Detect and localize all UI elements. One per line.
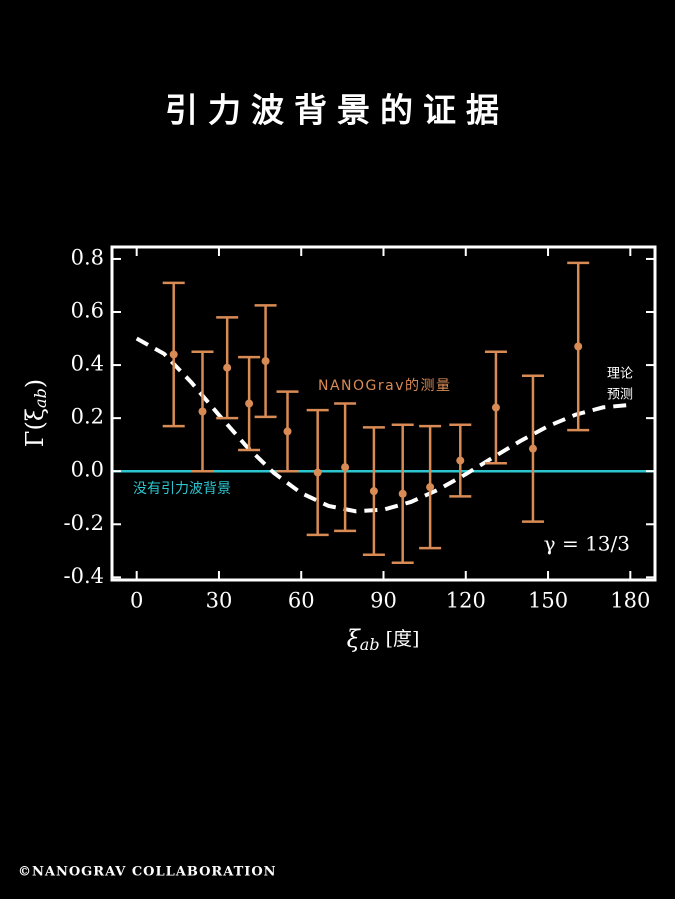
data-point	[223, 363, 232, 372]
y-tick-label: 0.2	[71, 405, 104, 429]
y-axis-label: Γ(ξab)	[21, 379, 50, 447]
data-point	[245, 399, 254, 408]
page-title: 引力波背景的证据	[165, 91, 509, 130]
data-point	[491, 403, 500, 412]
data-point	[398, 489, 407, 498]
y-tick-label: -0.4	[64, 564, 105, 588]
x-tick-label: 120	[446, 589, 486, 613]
theory-label: 预测	[607, 388, 633, 403]
theory-label: 理论	[607, 367, 633, 382]
y-tick-label: -0.2	[64, 511, 105, 535]
data-point	[261, 357, 270, 366]
x-tick-label: 60	[288, 589, 315, 613]
x-tick-label: 150	[528, 589, 568, 613]
data-point	[574, 342, 583, 351]
y-tick-label: 0.4	[71, 352, 104, 376]
data-point	[313, 468, 322, 477]
data-point	[169, 350, 178, 359]
data-point	[283, 427, 292, 436]
x-label-part: [度]	[380, 628, 420, 650]
x-label-sub: ab	[360, 635, 380, 654]
y-label-sub: ab	[31, 388, 50, 408]
y-tick-label: 0.8	[71, 245, 104, 269]
data-point	[426, 483, 435, 492]
data-point	[369, 487, 378, 496]
x-axis-label: ξab [度]	[347, 625, 420, 654]
y-tick-label: 0.0	[71, 458, 104, 482]
data-point	[528, 444, 537, 453]
theory-curve	[135, 336, 631, 514]
x-tick-label: 0	[130, 589, 143, 613]
annotation: γ = 13/3	[544, 532, 630, 556]
x-tick-label: 30	[206, 589, 233, 613]
data-point	[456, 456, 465, 465]
data-point	[341, 463, 350, 472]
series-label: NANOGrav的测量	[318, 378, 452, 394]
reference-label: 没有引力波背景	[133, 481, 231, 497]
y-label-part: Γ(ξ	[21, 408, 49, 447]
x-tick-label: 90	[370, 589, 397, 613]
y-tick-label: 0.6	[71, 299, 104, 323]
data-point	[198, 407, 207, 416]
x-label-part: ξ	[347, 625, 362, 653]
y-label-part: )	[21, 379, 49, 388]
x-tick-label: 180	[610, 589, 650, 613]
credit: ©NANOGRAV COLLABORATION	[18, 865, 277, 880]
